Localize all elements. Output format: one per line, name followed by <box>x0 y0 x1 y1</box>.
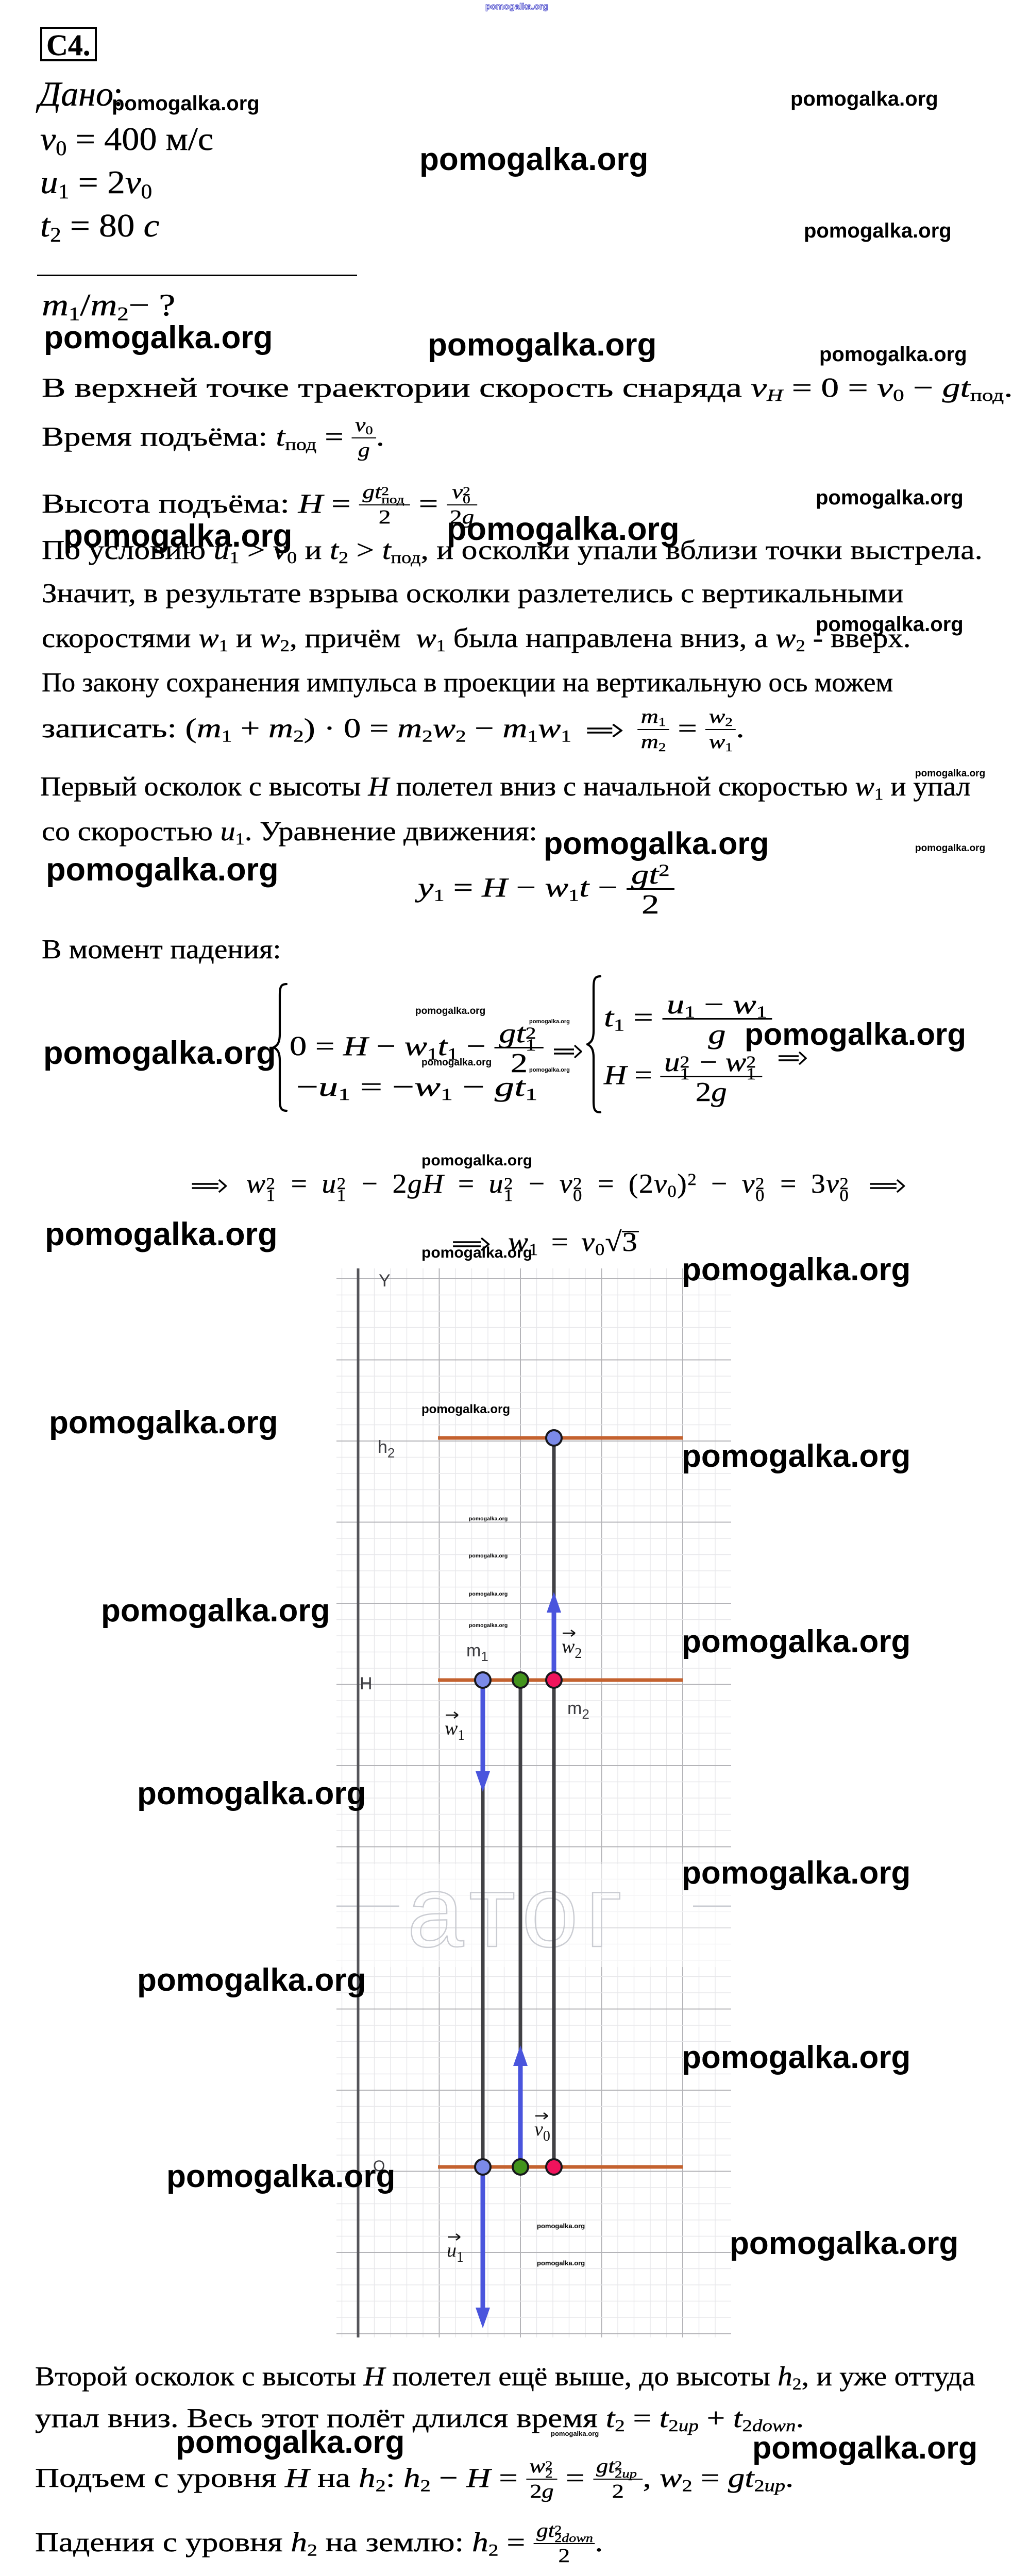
svg-text:Y: Y <box>379 1271 391 1291</box>
svg-text:m2: m2 <box>567 1699 589 1722</box>
svg-text:H: H <box>360 1674 373 1693</box>
svg-text:w1: w1 <box>445 1718 465 1743</box>
svg-text:w2: w2 <box>562 1636 582 1662</box>
svg-text:атог: атог <box>407 1854 630 1968</box>
svg-text:O: O <box>373 2158 385 2175</box>
svg-text:m1: m1 <box>466 1641 488 1664</box>
